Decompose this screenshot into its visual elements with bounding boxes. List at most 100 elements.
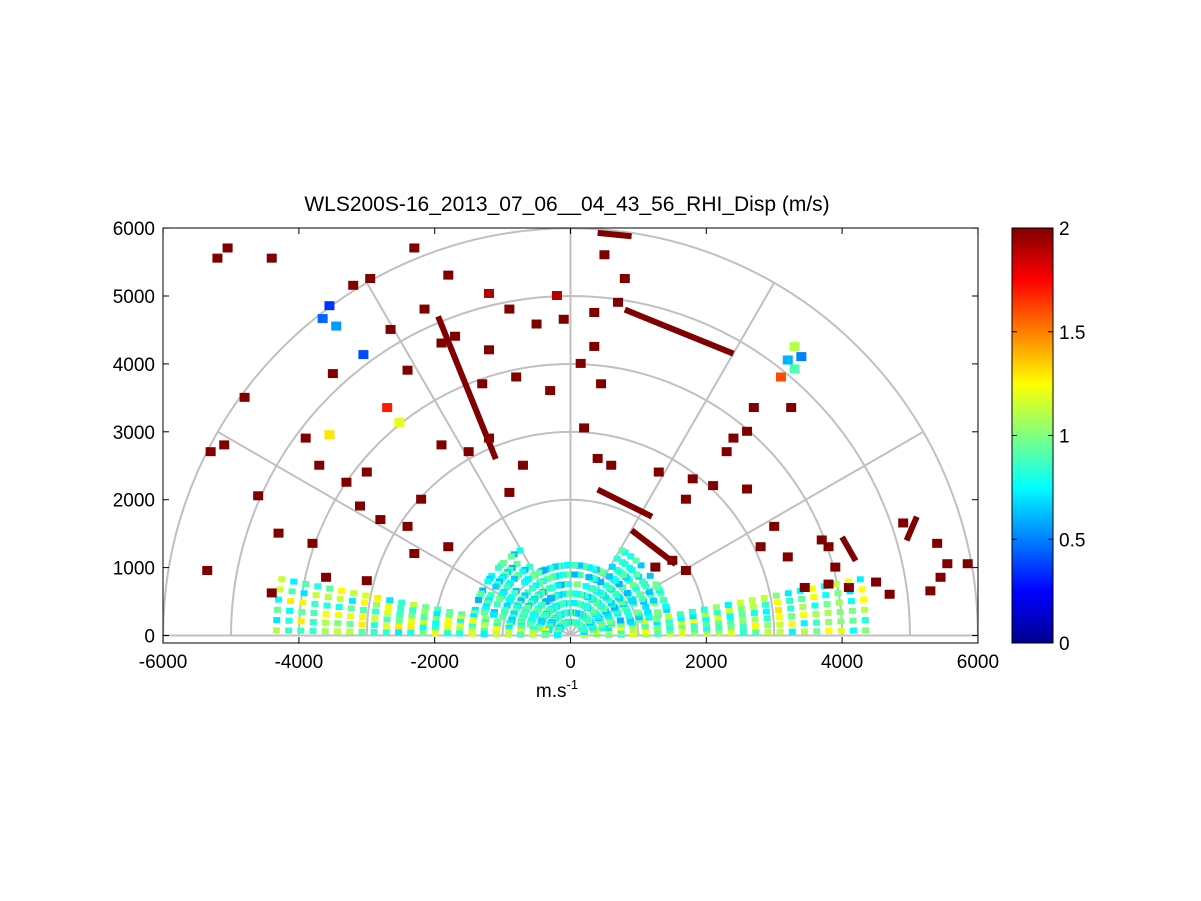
data-cell	[775, 372, 786, 382]
data-cell	[314, 460, 325, 470]
data-cell	[222, 243, 233, 253]
fan-cell	[616, 617, 624, 624]
fan-cell	[800, 620, 808, 627]
fan-cell	[492, 583, 500, 590]
fan-cell	[858, 586, 866, 593]
data-cell	[477, 379, 488, 389]
chart-title: WLS200S-16_2013_07_06__04_43_56_RHI_Disp…	[304, 193, 829, 216]
data-cell	[358, 350, 369, 360]
fan-cell	[812, 619, 820, 626]
fan-cell	[476, 593, 484, 600]
fan-cell	[397, 605, 405, 612]
fan-cell	[739, 623, 747, 630]
fan-cell	[286, 607, 294, 614]
fan-cell	[644, 609, 652, 616]
fan-cell	[358, 628, 366, 635]
fan-cell	[690, 626, 698, 633]
fan-cell	[484, 578, 492, 585]
fan-cell	[480, 609, 488, 616]
data-cell	[680, 494, 691, 504]
fan-cell	[844, 578, 852, 585]
fan-cell	[409, 607, 417, 614]
fan-cell	[775, 607, 783, 614]
fan-cell	[786, 597, 794, 604]
fan-cell	[371, 615, 379, 622]
data-streak	[597, 229, 632, 240]
fan-cell	[849, 617, 857, 624]
data-cell	[219, 440, 230, 450]
fan-cell	[494, 564, 502, 571]
fan-cell	[634, 609, 642, 616]
fan-cell	[273, 606, 281, 613]
fan-cell	[322, 619, 330, 626]
fan-cell	[788, 613, 796, 620]
data-cell	[545, 386, 556, 396]
data-streak	[839, 535, 859, 563]
fan-cell	[772, 592, 780, 599]
data-cell	[443, 542, 454, 552]
fan-cell	[503, 584, 511, 591]
fan-cell	[312, 592, 320, 599]
data-cell	[925, 586, 936, 596]
data-cell	[755, 542, 766, 552]
fan-cell	[360, 599, 368, 606]
fan-cell	[637, 562, 645, 569]
data-cell	[613, 297, 624, 307]
fan-cell	[848, 607, 856, 614]
fan-cell	[801, 628, 809, 635]
data-cell	[409, 549, 420, 559]
fan-cell	[678, 626, 686, 633]
fan-cell	[689, 613, 697, 620]
fan-cell	[690, 617, 698, 624]
data-cell	[589, 341, 600, 351]
fan-cell	[666, 627, 674, 634]
fan-cell	[431, 630, 439, 637]
fan-cell	[822, 592, 830, 599]
data-cell	[843, 582, 854, 592]
fan-cell	[724, 601, 732, 608]
fan-cell	[347, 605, 355, 612]
data-cell	[596, 379, 607, 389]
fan-cell	[314, 583, 322, 590]
fan-cell	[615, 580, 623, 587]
fan-cell	[334, 612, 342, 619]
fan-cell	[808, 585, 816, 592]
fan-cell	[432, 620, 440, 627]
fan-cell	[456, 618, 464, 625]
data-cell	[205, 447, 216, 457]
colorbar-gradient	[1011, 227, 1054, 644]
data-cell	[504, 487, 515, 497]
fan-cell	[385, 603, 393, 610]
fan-cell	[775, 614, 783, 621]
fan-cell	[605, 573, 613, 580]
data-cell	[511, 372, 522, 382]
fan-cell	[678, 618, 686, 625]
fan-cell	[517, 597, 525, 604]
y-tick-label: 6000	[113, 219, 155, 240]
fan-cell	[408, 612, 416, 619]
fan-cell	[563, 561, 571, 568]
y-tick-label: 4000	[113, 355, 155, 376]
fan-cell	[521, 579, 529, 586]
data-cell	[419, 304, 430, 314]
fan-cell	[468, 623, 476, 630]
fan-cell	[290, 578, 298, 585]
fan-cell	[653, 621, 661, 628]
fan-cell	[276, 586, 284, 593]
fan-cell	[787, 605, 795, 612]
fan-cell	[471, 606, 479, 613]
fan-cell	[554, 582, 562, 589]
data-cell	[341, 477, 352, 487]
fan-cell	[480, 627, 488, 634]
fan-cell	[536, 580, 544, 587]
fan-cell	[774, 599, 782, 606]
fan-cell	[370, 629, 378, 636]
data-cell	[212, 253, 223, 263]
fan-cell	[511, 590, 519, 597]
fan-cell	[456, 630, 464, 637]
fan-cell	[287, 598, 295, 605]
data-cell	[382, 403, 393, 413]
fan-cell	[654, 630, 662, 637]
data-cell	[375, 515, 386, 525]
fan-cell	[625, 612, 633, 619]
